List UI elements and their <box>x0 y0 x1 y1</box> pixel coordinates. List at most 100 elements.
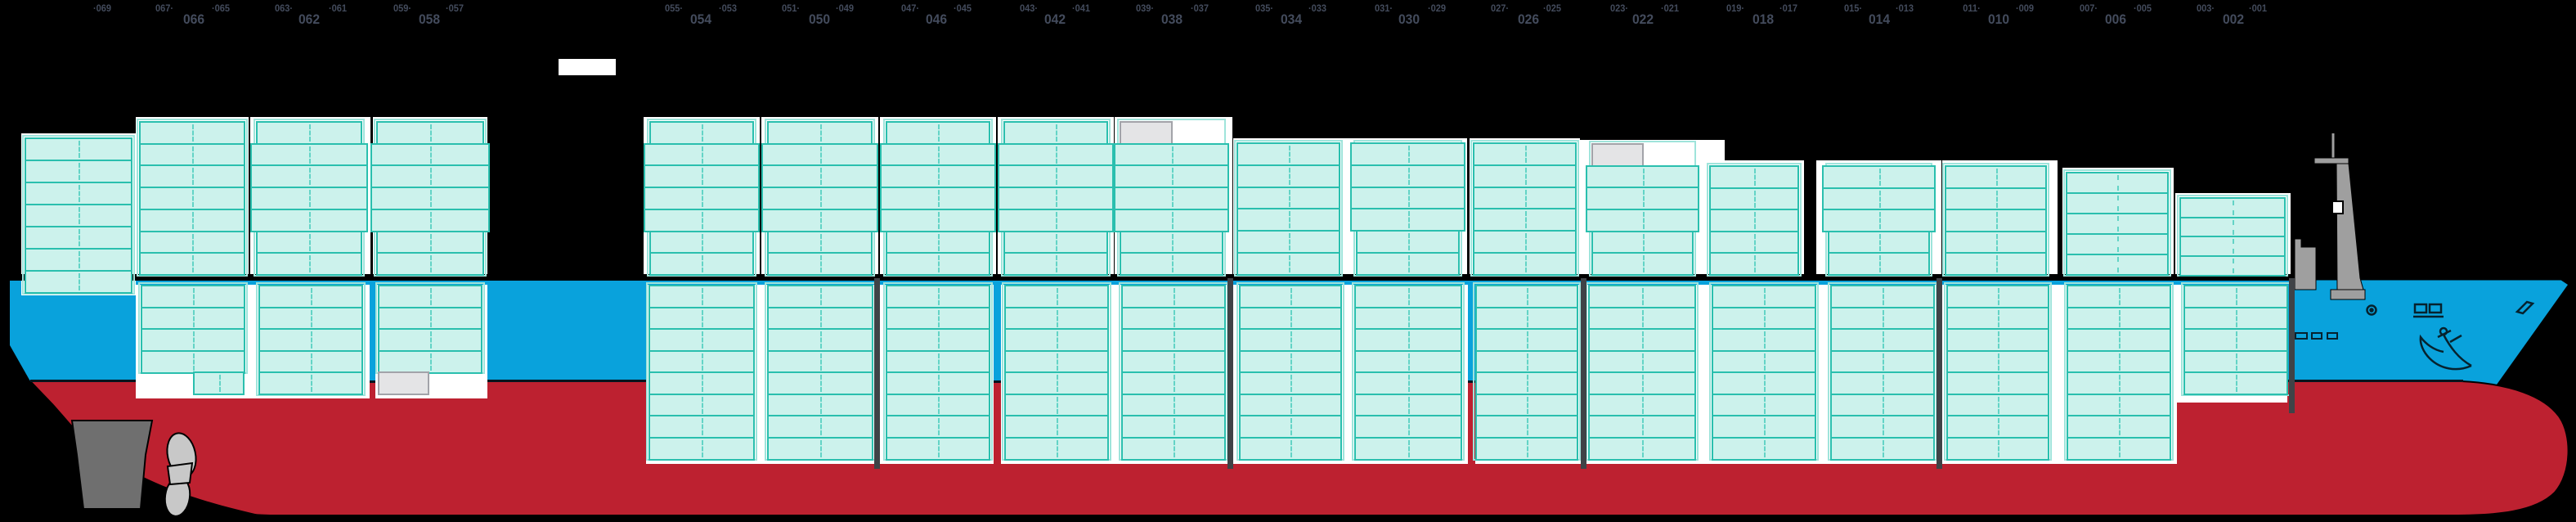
container-row-deck-bay-069[interactable] <box>25 226 132 250</box>
container-row-deck-bay-062[interactable] <box>256 231 362 254</box>
container-row-deck-bay-026[interactable] <box>1473 164 1577 188</box>
container-row-hold-bay-030[interactable] <box>1354 371 1462 395</box>
container-row-deck-bay-062[interactable] <box>250 209 368 232</box>
container-row-deck-bay-022[interactable] <box>1591 231 1694 254</box>
container-row-deck-bay-046[interactable] <box>886 252 990 276</box>
container-row-deck-bay-022[interactable] <box>1586 187 1699 210</box>
container-row-hold-bay-058[interactable] <box>378 350 482 374</box>
container-row-hold-bay-042[interactable] <box>1004 394 1109 417</box>
container-row-deck-bay-002[interactable] <box>2179 217 2286 238</box>
bay-label-034[interactable]: 034 <box>1280 11 1303 27</box>
container-row-hold-bay-054[interactable] <box>648 371 755 395</box>
container-row-hold-bay-038[interactable] <box>1121 328 1226 352</box>
container-row-deck-bay-046[interactable] <box>880 187 996 210</box>
container-row-deck-bay-069[interactable] <box>25 270 132 294</box>
container-row-hold-bay-038[interactable] <box>1121 371 1226 395</box>
container-row-hold-bay-054[interactable] <box>648 328 755 352</box>
bay-label-066[interactable]: 066 <box>182 11 205 27</box>
container-row-deck-bay-066[interactable] <box>139 143 245 167</box>
bay-label-026[interactable]: 026 <box>1517 11 1540 27</box>
container-row-hold-bay-034[interactable] <box>1239 307 1342 331</box>
container-row-deck-bay-042[interactable] <box>1003 231 1108 254</box>
container-row-deck-bay-034[interactable] <box>1236 252 1340 276</box>
container-row-hold-bay-054[interactable] <box>648 307 755 331</box>
container-row-deck-bay-022[interactable] <box>1586 165 1699 189</box>
container-row-deck-bay-058[interactable] <box>370 164 490 188</box>
container-row-hold-bay-046[interactable] <box>886 307 990 331</box>
container-row-hold-bay-034[interactable] <box>1239 350 1342 374</box>
container-row-hold-bay-050[interactable] <box>767 285 873 308</box>
bay-label-018[interactable]: 018 <box>1752 11 1775 27</box>
bay-label-022[interactable]: 022 <box>1631 11 1654 27</box>
container-row-hold-bay-022[interactable] <box>1588 371 1696 395</box>
bay-label-014[interactable]: 014 <box>1868 11 1891 27</box>
container-row-deck-bay-058[interactable] <box>370 187 490 210</box>
container-row-deck-bay-014[interactable] <box>1822 187 1936 211</box>
container-row-deck-bay-010[interactable] <box>1945 231 2047 254</box>
container-row-deck-bay-038[interactable] <box>1114 164 1229 188</box>
container-row-hold-bay-014[interactable] <box>1830 285 1935 308</box>
container-row-hold-bay-050[interactable] <box>767 371 873 395</box>
container-row-deck-bay-042[interactable] <box>998 143 1114 167</box>
container-row-deck-bay-034[interactable] <box>1236 164 1340 188</box>
container-row-hold-bay-006[interactable] <box>2067 350 2171 374</box>
container-row-deck-bay-066[interactable] <box>139 231 245 254</box>
bay-label-050[interactable]: 050 <box>808 11 831 27</box>
container-row-hold-bay-014[interactable] <box>1830 371 1935 395</box>
container-row-hold-bay-006[interactable] <box>2067 307 2171 331</box>
container-row-deck-bay-018[interactable] <box>1709 231 1799 254</box>
bay-label-006[interactable]: 006 <box>2104 11 2127 27</box>
container-row-deck-bay-030[interactable] <box>1356 252 1460 276</box>
container-row-deck-bay-006[interactable] <box>2066 172 2169 194</box>
container-row-hold-bay-030[interactable] <box>1354 415 1462 439</box>
container-row-deck-bay-018[interactable] <box>1709 187 1799 211</box>
container-row-hold-bay-006[interactable] <box>2067 285 2171 308</box>
container-row-hold-bay-006[interactable] <box>2067 437 2171 461</box>
container-row-deck-bay-042[interactable] <box>998 164 1114 188</box>
container-row-deck-bay-046[interactable] <box>886 121 990 145</box>
container-row-deck-bay-050[interactable] <box>761 143 878 167</box>
container-row-hold-bay-022[interactable] <box>1588 350 1696 374</box>
container-row-deck-bay-038[interactable] <box>1120 252 1223 276</box>
container-row-deck-bay-010[interactable] <box>1945 252 2047 276</box>
container-row-deck-bay-054[interactable] <box>649 252 754 276</box>
container-row-hold-bay-010[interactable] <box>1946 307 2049 331</box>
container-row-deck-bay-022[interactable] <box>1591 252 1694 276</box>
container-row-hold-bay-006[interactable] <box>2067 394 2171 417</box>
container-row-deck-bay-050[interactable] <box>761 209 878 232</box>
container-row-deck-bay-034[interactable] <box>1236 187 1340 210</box>
container-row-deck-bay-026[interactable] <box>1473 252 1577 276</box>
container-row-deck-bay-038[interactable] <box>1114 143 1229 167</box>
container-empty-bay-058[interactable] <box>378 371 429 395</box>
container-row-deck-bay-066[interactable] <box>139 187 245 210</box>
container-row-hold-bay-026[interactable] <box>1475 285 1578 308</box>
container-row-hold-bay-054[interactable] <box>648 350 755 374</box>
container-row-deck-bay-030[interactable] <box>1350 142 1465 166</box>
container-row-deck-bay-062[interactable] <box>256 252 362 276</box>
container-row-hold-bay-018[interactable] <box>1712 285 1816 308</box>
container-row-deck-bay-050[interactable] <box>761 187 878 210</box>
container-row-deck-bay-066[interactable] <box>139 164 245 188</box>
container-row-hold-bay-046[interactable] <box>886 371 990 395</box>
container-row-deck-bay-018[interactable] <box>1709 252 1799 276</box>
container-row-hold-bay-046[interactable] <box>886 328 990 352</box>
container-row-hold-bay-014[interactable] <box>1830 415 1935 439</box>
container-row-deck-bay-058[interactable] <box>370 143 490 167</box>
container-row-deck-bay-010[interactable] <box>1945 165 2047 189</box>
container-row-hold-bay-042[interactable] <box>1004 371 1109 395</box>
container-halfrow-bay-067-065[interactable] <box>193 371 245 395</box>
container-row-hold-bay-046[interactable] <box>886 285 990 308</box>
container-row-hold-bay-054[interactable] <box>648 394 755 417</box>
container-row-hold-bay-042[interactable] <box>1004 328 1109 352</box>
container-empty-bay-022[interactable] <box>1591 143 1644 167</box>
container-row-hold-bay-022[interactable] <box>1588 328 1696 352</box>
container-row-hold-bay-010[interactable] <box>1946 415 2049 439</box>
container-row-hold-bay-067-065[interactable] <box>141 285 245 308</box>
container-row-hold-bay-018[interactable] <box>1712 371 1816 395</box>
container-row-deck-bay-034[interactable] <box>1236 208 1340 232</box>
bay-label-046[interactable]: 046 <box>925 11 948 27</box>
container-row-deck-bay-006[interactable] <box>2066 213 2169 235</box>
container-row-hold-bay-058[interactable] <box>378 307 482 331</box>
container-row-hold-bay-034[interactable] <box>1239 437 1342 461</box>
container-row-deck-bay-002[interactable] <box>2179 255 2286 277</box>
